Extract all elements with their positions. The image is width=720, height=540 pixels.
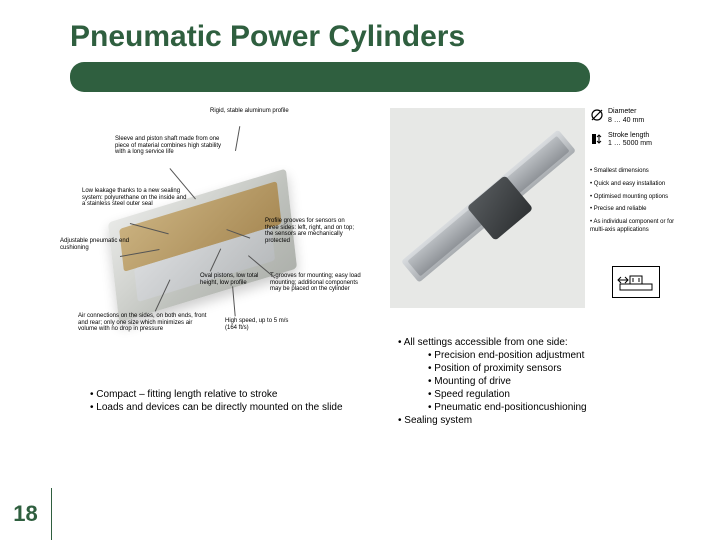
- callout-profile: Rigid, stable aluminum profile: [210, 108, 295, 115]
- leader-line: [232, 286, 235, 316]
- leader-line: [235, 126, 240, 151]
- callout-sealing: Low leakage thanks to a new sealing syst…: [82, 188, 187, 208]
- linear-drive-photo: [390, 108, 585, 308]
- stroke-value: 1 … 5000 mm: [608, 140, 652, 147]
- figure-linear-drive: Diameter 8 … 40 mm Stroke length 1 … 500…: [390, 108, 690, 328]
- title-underline-bar: [70, 62, 590, 92]
- bullet-sealing: Sealing system: [398, 414, 678, 427]
- stroke-icon: [590, 132, 604, 146]
- slide-title: Pneumatic Power Cylinders: [70, 20, 465, 54]
- feature-item: As individual component or for multi-axi…: [590, 219, 690, 235]
- diameter-icon: [590, 108, 604, 122]
- stroke-label: Stroke length: [608, 132, 649, 139]
- bullet-loads: Loads and devices can be directly mounte…: [90, 401, 350, 414]
- feature-item: Optimised mounting options: [590, 194, 690, 202]
- callout-t-grooves: T-grooves for mounting; easy load mounti…: [270, 273, 370, 293]
- spec-stroke: Stroke length 1 … 5000 mm: [590, 132, 685, 150]
- spec-diameter: Diameter 8 … 40 mm: [590, 108, 685, 126]
- feature-item: Precise and reliable: [590, 206, 690, 214]
- page-number: 18: [13, 501, 37, 527]
- diameter-label: Diameter: [608, 108, 636, 115]
- mounting-icon: [612, 266, 660, 298]
- feature-item: Quick and easy installation: [590, 181, 690, 189]
- callout-oval-pistons: Oval pistons, low total height, low prof…: [200, 273, 275, 286]
- spec-box: Diameter 8 … 40 mm Stroke length 1 … 500…: [590, 108, 685, 155]
- sub-bullet: Pneumatic end-positioncushioning: [428, 401, 678, 414]
- bullets-right: All settings accessible from one side: P…: [398, 336, 678, 427]
- callout-sleeve-piston: Sleeve and piston shaft made from one pi…: [115, 136, 225, 156]
- bullets-left: Compact – fitting length relative to str…: [90, 388, 350, 414]
- slide: Pneumatic Power Cylinders Rigid, stable …: [0, 0, 720, 540]
- callout-sensor-grooves: Profile grooves for sensors on three sid…: [265, 218, 360, 244]
- sub-bullet: Mounting of drive: [428, 375, 678, 388]
- bullet-compact: Compact – fitting length relative to str…: [90, 388, 350, 401]
- feature-item: Smallest dimensions: [590, 168, 690, 176]
- figure-rodless-cylinder: Rigid, stable aluminum profile Sleeve an…: [60, 108, 370, 353]
- feature-list: Smallest dimensions Quick and easy insta…: [590, 168, 690, 240]
- page-number-box: 18: [0, 488, 52, 540]
- sub-bullet: Speed regulation: [428, 388, 678, 401]
- callout-speed: High speed, up to 5 m/s (164 ft/s): [225, 318, 295, 331]
- bullet-all-settings: All settings accessible from one side:: [398, 336, 678, 349]
- sub-bullet: Position of proximity sensors: [428, 362, 678, 375]
- callout-cushioning: Adjustable pneumatic end cushioning: [60, 238, 140, 251]
- diameter-value: 8 … 40 mm: [608, 117, 644, 124]
- sub-bullet: Precision end-position adjustment: [428, 349, 678, 362]
- callout-air-connections: Air connections on the sides, on both en…: [78, 313, 208, 333]
